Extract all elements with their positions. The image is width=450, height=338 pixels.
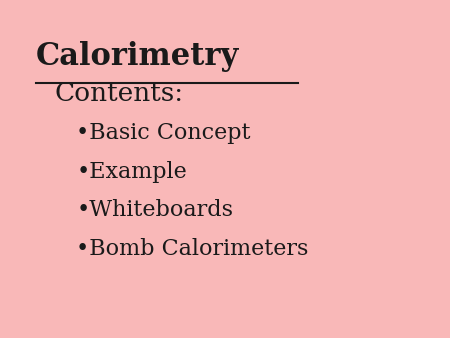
Text: •Basic Concept: •Basic Concept [76,122,251,144]
Text: •Whiteboards: •Whiteboards [76,199,234,221]
Text: Contents:: Contents: [54,81,183,106]
Text: Calorimetry: Calorimetry [36,41,239,72]
Text: •Example: •Example [76,161,187,183]
Text: •Bomb Calorimeters: •Bomb Calorimeters [76,238,309,260]
